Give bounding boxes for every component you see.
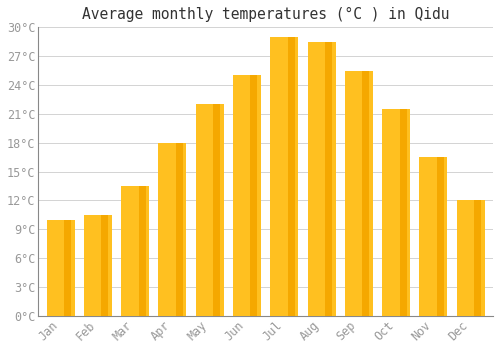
Bar xyxy=(102,215,108,316)
Bar xyxy=(176,143,183,316)
Bar xyxy=(196,104,224,316)
Bar xyxy=(84,215,112,316)
Bar xyxy=(456,201,484,316)
Bar xyxy=(420,157,448,316)
Bar xyxy=(250,75,258,316)
Bar xyxy=(270,37,298,316)
Bar xyxy=(437,157,444,316)
Bar xyxy=(288,37,295,316)
Bar xyxy=(64,220,71,316)
Bar xyxy=(213,104,220,316)
Bar xyxy=(345,71,373,316)
Bar xyxy=(233,75,261,316)
Bar xyxy=(138,186,145,316)
Bar xyxy=(400,109,406,316)
Bar xyxy=(474,201,481,316)
Bar xyxy=(46,220,74,316)
Bar xyxy=(362,71,370,316)
Bar xyxy=(158,143,186,316)
Bar xyxy=(121,186,149,316)
Bar xyxy=(308,42,336,316)
Bar xyxy=(382,109,410,316)
Title: Average monthly temperatures (°C ) in Qidu: Average monthly temperatures (°C ) in Qi… xyxy=(82,7,450,22)
Bar xyxy=(325,42,332,316)
